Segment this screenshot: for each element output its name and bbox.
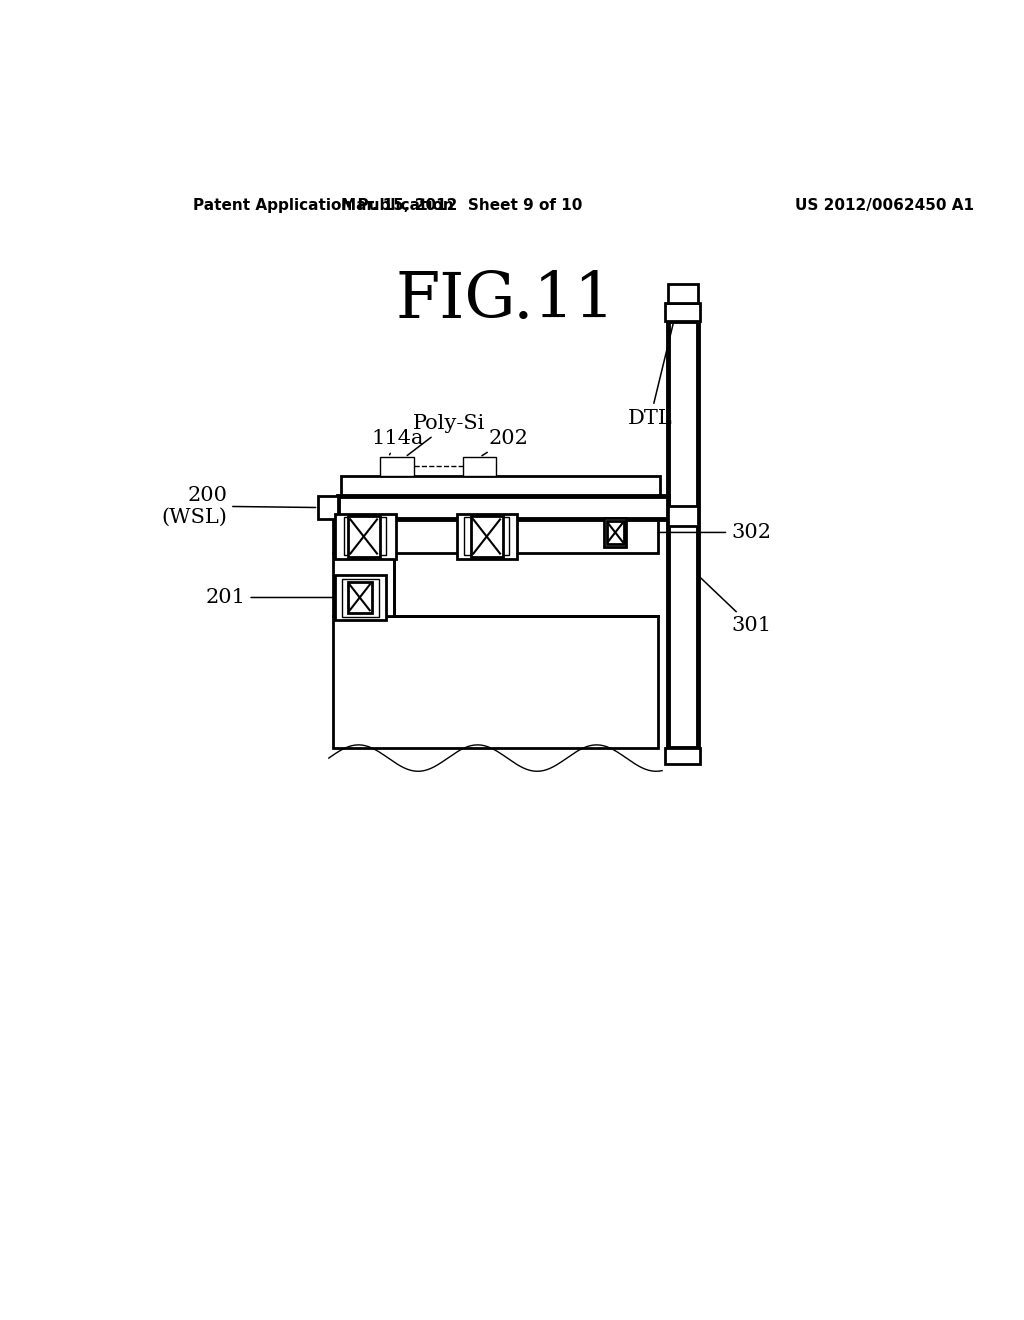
Bar (666, 748, 700, 764)
Bar (348, 582, 372, 612)
Bar (341, 475, 659, 496)
Bar (333, 553, 394, 615)
Bar (335, 576, 386, 620)
Text: 302: 302 (633, 523, 771, 543)
Bar (348, 516, 380, 557)
Text: Poly-Si: Poly-Si (408, 414, 485, 455)
Bar (338, 496, 668, 519)
Text: 201: 201 (206, 587, 333, 607)
Bar (604, 519, 627, 546)
Bar (668, 284, 697, 302)
Text: US 2012/0062450 A1: US 2012/0062450 A1 (795, 198, 974, 213)
Bar (471, 516, 503, 557)
Bar (668, 506, 697, 527)
Text: Patent Application Publication: Patent Application Publication (194, 198, 454, 213)
Bar (666, 302, 700, 321)
Bar (333, 615, 658, 748)
Text: 114a: 114a (372, 429, 424, 455)
Text: FIG.11: FIG.11 (395, 271, 614, 331)
Text: 202: 202 (482, 429, 528, 455)
Bar (335, 515, 396, 558)
Bar (606, 521, 624, 544)
Text: DTL: DTL (628, 288, 682, 428)
Bar (463, 457, 497, 475)
Bar (344, 517, 386, 554)
Bar (342, 579, 379, 616)
Text: 301: 301 (699, 577, 771, 635)
Bar (458, 515, 517, 558)
Bar (465, 517, 509, 554)
Bar (333, 519, 658, 553)
Text: 200
(WSL): 200 (WSL) (162, 486, 315, 527)
Text: Mar. 15, 2012  Sheet 9 of 10: Mar. 15, 2012 Sheet 9 of 10 (341, 198, 582, 213)
Bar (380, 457, 414, 475)
Bar (668, 321, 697, 748)
Bar (318, 496, 338, 519)
